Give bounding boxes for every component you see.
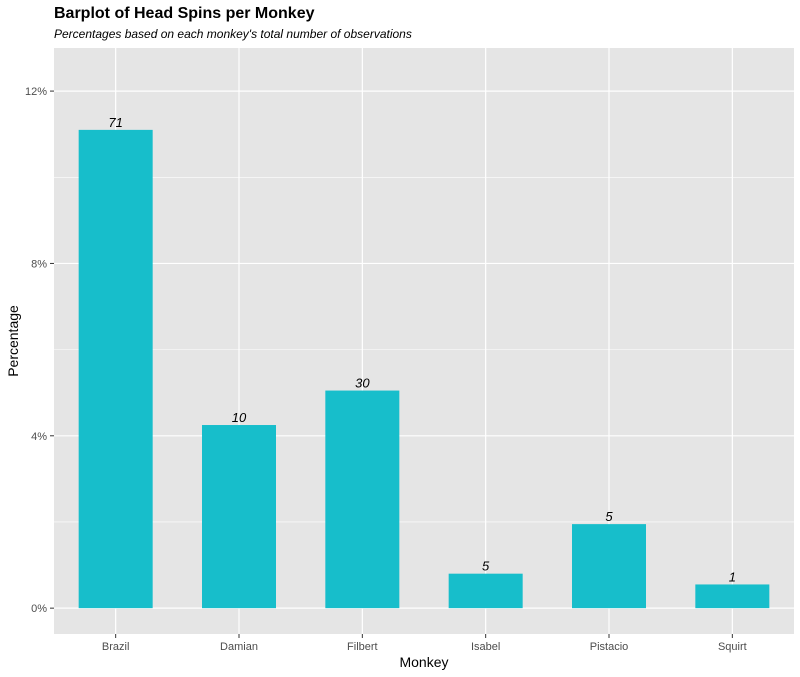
bar-isabel xyxy=(448,573,523,609)
data-label-brazil: 71 xyxy=(108,115,122,130)
data-labels-layer: 71 10 30 5 5 1 xyxy=(108,115,736,585)
bar-pistacio xyxy=(572,524,646,609)
x-tick-label-squirt: Squirt xyxy=(718,641,747,653)
bar-filbert xyxy=(325,390,400,609)
bars-layer xyxy=(78,129,770,609)
x-axis: Brazil Damian Filbert Isabel Pistacio Squirt xyxy=(102,634,747,653)
x-tick-label-brazil: Brazil xyxy=(102,641,130,653)
x-tick-label-pistacio: Pistacio xyxy=(590,641,629,653)
chart-subtitle: Percentages based on each monkey's total… xyxy=(54,27,412,41)
chart-title: Barplot of Head Spins per Monkey xyxy=(54,5,315,22)
y-tick-label: 8% xyxy=(31,258,47,270)
bar-damian xyxy=(202,425,276,609)
y-axis: 0% 4% 8% 12% xyxy=(25,86,54,615)
y-tick-label: 4% xyxy=(31,431,47,443)
plot-panel xyxy=(54,48,794,634)
bar-squirt xyxy=(695,584,770,609)
data-label-filbert: 30 xyxy=(355,376,370,391)
x-tick-label-damian: Damian xyxy=(220,641,258,653)
data-label-isabel: 5 xyxy=(482,559,490,574)
data-label-squirt: 1 xyxy=(729,569,736,584)
x-tick-label-filbert: Filbert xyxy=(347,641,378,653)
data-label-damian: 10 xyxy=(232,410,247,425)
data-label-pistacio: 5 xyxy=(605,509,613,524)
y-tick-label: 12% xyxy=(25,86,47,98)
y-axis-title: Percentage xyxy=(5,305,21,377)
bar-brazil xyxy=(78,129,153,609)
x-tick-label-isabel: Isabel xyxy=(471,641,500,653)
y-tick-label: 0% xyxy=(31,603,47,615)
x-axis-title: Monkey xyxy=(399,654,448,670)
